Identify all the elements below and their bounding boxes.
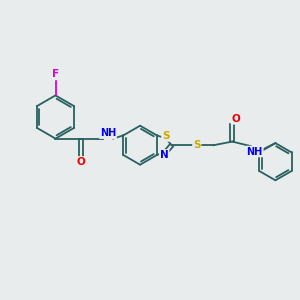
Text: NH: NH — [247, 146, 263, 157]
Text: S: S — [162, 131, 169, 141]
Text: NH: NH — [100, 128, 116, 138]
Text: O: O — [76, 157, 85, 167]
Text: N: N — [160, 150, 169, 160]
Text: S: S — [193, 140, 201, 150]
Text: F: F — [52, 69, 59, 80]
Text: O: O — [231, 114, 240, 124]
